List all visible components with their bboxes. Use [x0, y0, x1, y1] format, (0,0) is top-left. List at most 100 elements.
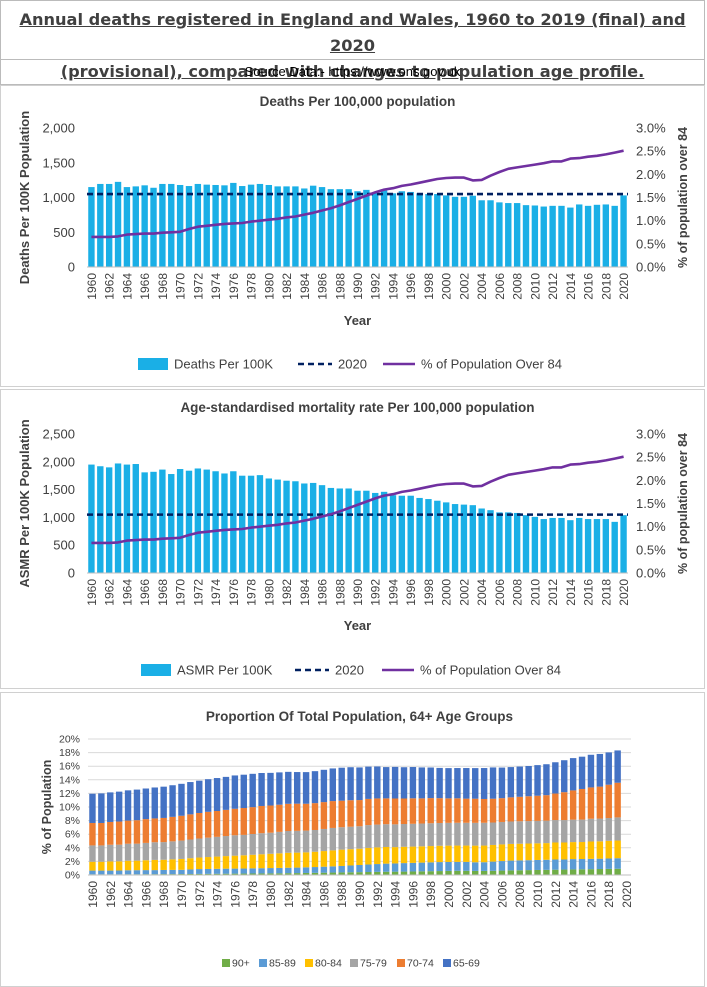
asmr-xtick-label: 1998 [422, 579, 436, 606]
population-bar-75-79 [293, 830, 301, 853]
population-xtick-label: 1996 [406, 881, 420, 908]
deaths-bar [283, 186, 290, 267]
deaths-bar [221, 185, 228, 267]
population-ytick-label: 16% [59, 761, 80, 773]
population-bar-85-89 [561, 859, 568, 870]
population-bar-75-79 [400, 824, 408, 847]
population-xtick-label: 2008 [513, 881, 527, 908]
population-bar-65-69 [507, 767, 515, 798]
population-bar-65-69 [445, 768, 452, 799]
population-xtick-label: 1966 [139, 881, 153, 908]
asmr-y2tick-label: 1.5% [636, 496, 666, 511]
asmr-xtick-label: 1970 [174, 579, 188, 606]
population-bar-80-84 [169, 859, 176, 870]
population-xtick-label: 1976 [228, 881, 242, 908]
asmr-bar [389, 495, 397, 573]
asmr-xtick-label: 2000 [440, 579, 454, 606]
population-bar-70-74 [196, 812, 203, 839]
asmr-bar [141, 472, 148, 573]
population-bar-65-69 [293, 772, 301, 804]
population-bar-85-89 [516, 860, 523, 871]
population-xtick-label: 1964 [122, 881, 136, 908]
asmr-ytick-label: 1,500 [42, 482, 75, 497]
population-bar-75-79 [418, 823, 426, 847]
asmr-bar [105, 467, 113, 573]
population-bar-80-84 [329, 850, 336, 867]
deaths-bar [159, 183, 166, 267]
asmr-bar [168, 474, 175, 573]
deaths-xtick-label: 1982 [280, 273, 294, 300]
population-bar-70-74 [543, 795, 550, 821]
population-bar-75-79 [507, 821, 515, 844]
deaths-xtick-label: 1972 [191, 273, 205, 300]
population-bar-80-84 [489, 844, 497, 862]
population-bar-75-79 [133, 843, 141, 861]
population-bar-85-89 [302, 867, 310, 873]
population-bar-85-89 [552, 859, 559, 870]
asmr-bar [593, 519, 601, 573]
asmr-ytick-label: 1,000 [42, 510, 75, 525]
population-bar-75-79 [124, 843, 132, 861]
deaths-chart: Deaths Per 100,000 population 0 500 1,000 1,… [17, 94, 690, 372]
population-xtick-label: 1972 [193, 881, 207, 908]
asmr-bar [487, 510, 494, 573]
deaths-bar [442, 195, 450, 267]
asmr-bar [327, 487, 335, 573]
population-xtick-label: 2004 [478, 881, 492, 908]
deaths-legend-label: 2020 [338, 357, 367, 372]
population-bar-75-79 [329, 827, 336, 851]
population-bar-65-69 [374, 766, 381, 799]
population-bar-80-84 [391, 847, 399, 864]
population-bar-90plus [400, 871, 408, 875]
population-bar-75-79 [383, 824, 390, 847]
population-bar-65-69 [231, 775, 239, 809]
population-ytick-label: 14% [59, 774, 80, 786]
population-bar-65-69 [89, 793, 96, 823]
deaths-bar [105, 183, 113, 267]
population-bar-85-89 [151, 870, 158, 875]
population-bar-65-69 [463, 768, 470, 799]
population-bar-75-79 [285, 831, 292, 853]
population-y-title: % of Population [40, 760, 54, 854]
population-bar-75-79 [463, 822, 470, 846]
population-bar-65-69 [124, 790, 132, 821]
population-bar-65-69 [178, 783, 185, 816]
population-bar-75-79 [267, 832, 274, 854]
asmr-bar [88, 464, 95, 573]
deaths-bar [123, 187, 131, 267]
asmr-xtick-label: 1960 [85, 579, 99, 606]
population-bar-75-79 [480, 822, 488, 846]
population-bar-80-84 [204, 857, 212, 869]
asmr-bar [620, 515, 627, 573]
deaths-bar [292, 186, 299, 267]
population-bar-85-89 [320, 866, 328, 873]
asmr-xtick-label: 1988 [333, 579, 347, 606]
population-bar-65-69 [142, 788, 150, 820]
deaths-bar [558, 205, 565, 267]
deaths-bar [380, 190, 388, 267]
population-bar-85-89 [187, 869, 194, 874]
population-bar-90plus [543, 869, 550, 875]
population-bar-85-89 [418, 862, 426, 872]
deaths-xtick-label: 1990 [351, 273, 365, 300]
population-bar-65-69 [196, 780, 203, 813]
population-bar-90plus [578, 869, 586, 875]
population-bar-85-89 [311, 867, 319, 873]
population-bar-85-89 [142, 870, 150, 875]
population-bar-70-74 [320, 802, 328, 829]
population-bar-65-69 [409, 767, 417, 799]
population-bar-65-69 [160, 786, 167, 818]
population-bar-75-79 [169, 841, 176, 860]
population-bar-75-79 [178, 840, 185, 859]
population-bar-70-74 [107, 821, 114, 845]
population-bar-85-89 [98, 870, 105, 875]
population-bar-65-69 [587, 754, 595, 788]
population-bar-85-89 [427, 862, 434, 872]
asmr-y2-title: % of population over 84 [676, 433, 690, 574]
population-bar-80-84 [543, 843, 550, 860]
population-bar-90plus [445, 870, 452, 875]
population-bar-65-69 [525, 765, 532, 797]
population-bar-80-84 [507, 843, 515, 861]
population-bar-75-79 [187, 839, 194, 859]
population-xtick-label: 1974 [211, 881, 225, 908]
